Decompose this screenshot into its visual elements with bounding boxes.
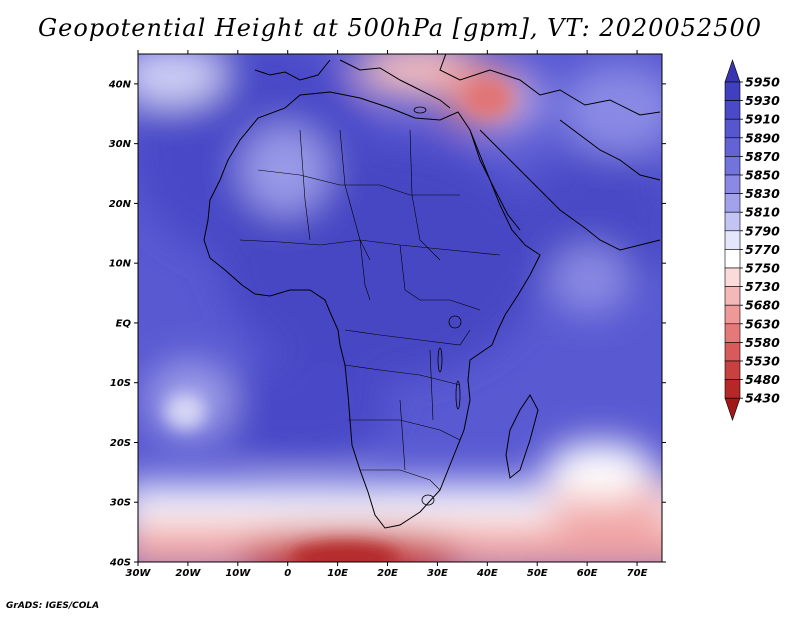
country-borders: [239, 129, 501, 491]
lon-label: 20E: [377, 568, 398, 579]
lat-label: 10N: [109, 259, 132, 270]
colorbar-label: 5430: [745, 391, 780, 406]
lon-label: 10E: [327, 568, 348, 579]
colorbar-segment: [724, 118, 741, 139]
lakes: [413, 106, 462, 506]
colorbar-segment: [724, 174, 741, 194]
colorbar-segment: [724, 137, 741, 157]
colorbar-segment: [724, 360, 741, 380]
longitude-axis: 30W 20W 10W 0 10E 20E 30E 40E 50E 60E 70E: [126, 50, 648, 579]
colorbar-label: 5890: [745, 130, 780, 145]
lon-label: 10W: [225, 568, 251, 579]
colorbar-label: 5770: [745, 242, 780, 257]
colorbar-segment: [724, 193, 741, 213]
colorbar-bottom-arrow: [724, 397, 741, 422]
latitude-axis: 40N 30N 20N 10N EQ 10S 20S 30S 40S: [108, 79, 666, 569]
colorbar-label: 5680: [745, 298, 780, 313]
colorbar-segment: [724, 304, 741, 325]
lon-label: 70E: [627, 568, 648, 579]
lat-label: 30S: [110, 498, 131, 509]
colorbar: 5950 5930 5910 5890 5870 5850 5830 5810 5790 5770…: [724, 59, 780, 422]
colorbar-segment: [724, 156, 741, 176]
lon-label: 30E: [427, 568, 448, 579]
lon-label: 30W: [126, 568, 152, 579]
lon-label: 20W: [175, 568, 201, 579]
colorbar-segment: [724, 230, 741, 250]
map-frame: [137, 53, 663, 563]
lat-label: EQ: [116, 318, 132, 329]
colorbar-label: 5930: [745, 93, 780, 108]
map-title: Geopotential Height at 500hPa [gpm], VT:…: [38, 14, 762, 42]
colorbar-label: 5750: [745, 261, 780, 276]
colorbar-label: 5950: [745, 75, 780, 90]
lat-label: 40N: [108, 79, 132, 90]
lat-label: 20N: [109, 199, 132, 210]
colorbar-label: 5850: [745, 168, 780, 183]
colorbar-label: 5580: [745, 335, 780, 350]
lon-label: 40E: [476, 568, 498, 579]
lon-label: 50E: [527, 568, 548, 579]
lat-label: 10S: [110, 378, 131, 389]
colorbar-label: 5810: [745, 205, 780, 220]
coastlines: [203, 54, 661, 529]
colorbar-segment: [724, 100, 741, 120]
colorbar-segment: [724, 81, 741, 101]
colorbar-label: 5630: [745, 316, 780, 331]
grads-credit: GrADS: IGES/COLA: [6, 601, 100, 611]
colorbar-label: 5830: [745, 186, 780, 201]
colorbar-label: 5790: [745, 223, 780, 238]
colorbar-segment: [724, 267, 741, 287]
colorbar-segment: [724, 211, 741, 232]
colorbar-segment: [724, 342, 741, 362]
colorbar-segment: [724, 323, 741, 343]
lon-label: 60E: [577, 568, 598, 579]
colorbar-segment: [724, 286, 741, 306]
lat-label: 20S: [110, 438, 131, 449]
lon-label: 0: [284, 568, 291, 579]
colorbar-segment: [724, 249, 741, 269]
height-field: [138, 54, 662, 562]
lat-label: 30N: [109, 139, 132, 150]
colorbar-segment: [724, 379, 741, 399]
colorbar-top-arrow: [724, 59, 741, 83]
colorbar-label: 5480: [745, 372, 780, 387]
colorbar-label: 5530: [745, 354, 780, 369]
colorbar-label: 5910: [745, 112, 780, 127]
colorbar-label: 5870: [745, 149, 780, 164]
lat-label: 40S: [109, 558, 131, 569]
colorbar-label: 5730: [745, 279, 780, 294]
